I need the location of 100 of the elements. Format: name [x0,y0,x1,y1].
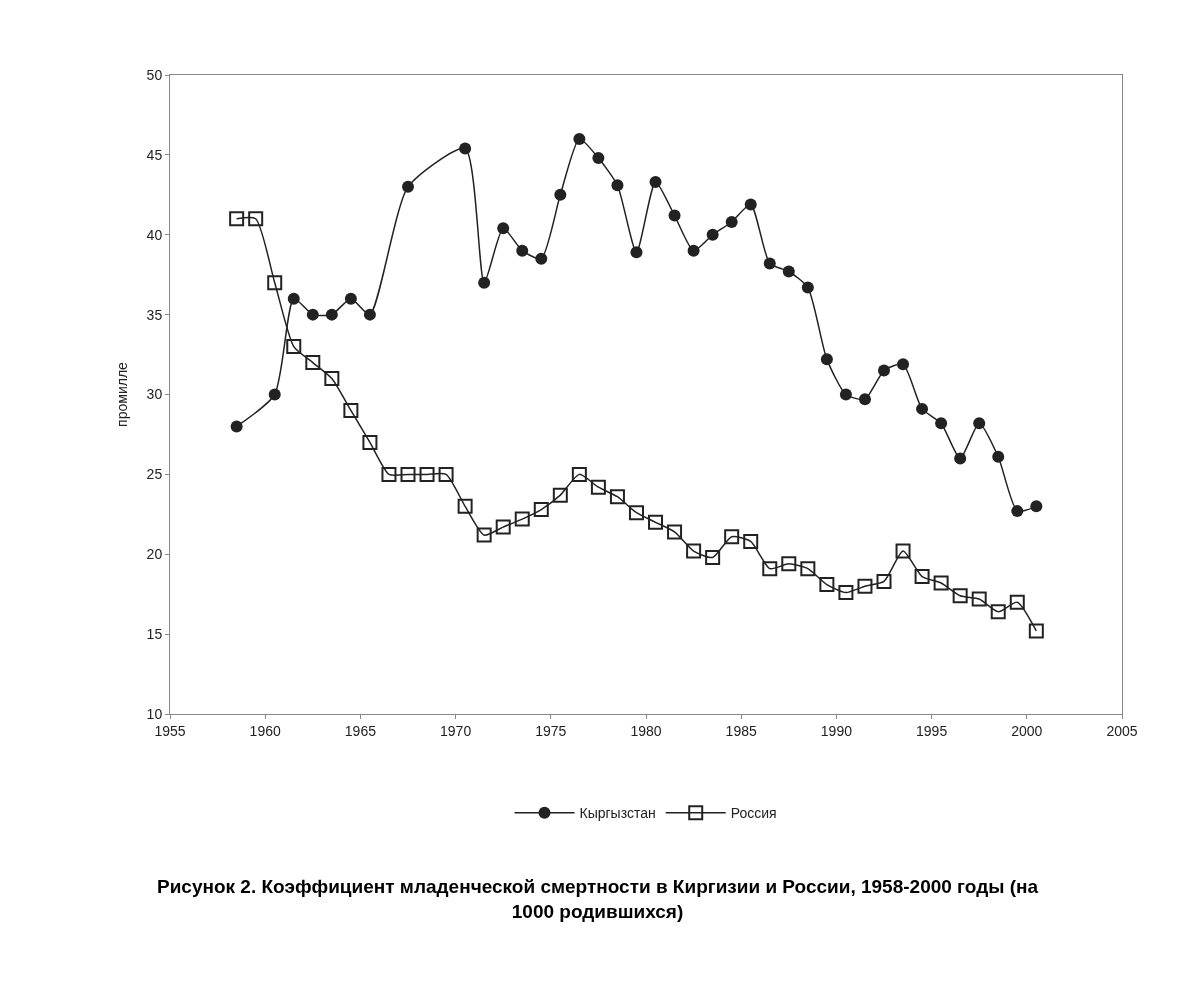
point [402,180,414,193]
point [800,561,816,577]
point [649,176,662,189]
point [343,402,359,418]
x-tick-label: 1990 [820,722,853,739]
point [229,211,245,227]
point [686,543,702,559]
point [248,211,264,227]
point [895,543,911,559]
point [514,511,530,527]
point [782,265,795,278]
point [668,209,681,222]
point [781,556,797,572]
point [571,466,587,482]
y-tick-label: 10 [146,705,163,722]
point [648,514,664,530]
point [876,573,892,589]
x-tick-label: 1960 [249,722,281,739]
point [914,569,930,585]
y-tick-label: 35 [146,306,163,323]
point [268,388,281,401]
point [552,487,568,503]
x-tick-label: 1985 [725,722,757,739]
point [1030,500,1043,513]
point [590,479,606,495]
point [1028,623,1044,639]
point [839,388,852,401]
point [306,308,319,321]
point [476,527,492,543]
x-tick-label: 1995 [916,722,948,739]
point [1009,594,1025,610]
point [381,466,397,482]
y-tick-label: 20 [146,546,163,563]
point [573,132,586,145]
point [609,489,625,505]
point [554,188,567,201]
point [362,434,378,450]
point [363,308,376,321]
point [533,502,549,518]
x-tick-label: 1965 [344,722,377,739]
x-tick-label: 1975 [535,722,567,739]
point [952,588,968,604]
point [706,228,719,241]
point [990,604,1006,620]
y-tick-label: 25 [146,466,163,483]
y-tick-label: 30 [146,386,163,403]
point [592,152,605,165]
point [838,585,854,601]
point [630,246,643,259]
point [762,561,778,577]
y-tick-label: 40 [146,226,163,243]
point [878,364,890,377]
point [916,402,929,415]
y-tick-label: 45 [146,146,163,163]
point [267,275,283,291]
legend-label: Кыргызстан [579,805,656,822]
point [400,466,416,482]
point [325,308,338,321]
point [763,257,776,270]
point [705,549,721,565]
x-tick-label: 2000 [1011,722,1043,739]
point [611,179,624,192]
point [457,498,473,514]
point [744,198,757,211]
point [858,393,871,406]
y-axis-title: промилле [114,361,131,427]
x-tick-label: 1970 [440,722,472,739]
point [743,533,759,549]
point [933,575,949,591]
point [497,222,510,235]
point [971,591,987,607]
x-tick-label: 1980 [630,722,662,739]
point [725,215,738,228]
x-tick-label: 1955 [154,722,186,739]
point [516,244,529,257]
point [935,417,948,430]
point [819,577,835,593]
point [820,353,833,366]
point [344,292,357,305]
legend-label: Россия [730,805,777,822]
y-tick-label: 15 [146,626,163,643]
point [478,276,491,289]
point [286,339,302,355]
point [495,519,511,535]
point [1011,505,1024,518]
point [992,450,1005,463]
point [687,244,700,257]
point [897,358,910,371]
point [973,417,986,430]
point [305,355,321,371]
point [324,371,340,387]
x-tick-label: 2005 [1106,722,1138,739]
point [628,505,644,521]
point [287,292,300,305]
point [954,452,967,465]
point [724,529,740,545]
y-tick-label: 50 [146,66,163,83]
point [438,466,454,482]
point [857,578,873,594]
point [459,142,472,155]
